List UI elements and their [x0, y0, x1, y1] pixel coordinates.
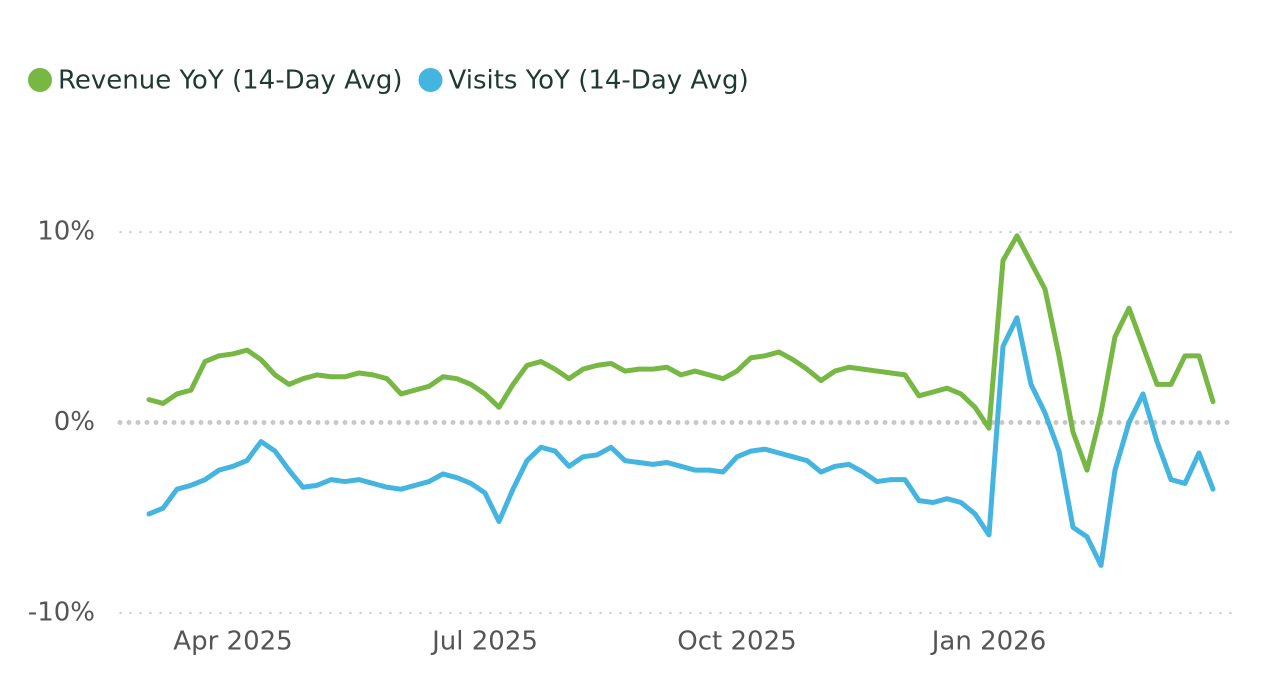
legend-marker: [418, 68, 443, 92]
x-tick-label: Apr 2025: [173, 627, 292, 657]
series-line: [146, 315, 1216, 568]
legend-marker: [28, 68, 52, 92]
legend-label: Revenue YoY (14-Day Avg): [58, 66, 403, 96]
legend-label: Visits YoY (14-Day Avg): [449, 66, 749, 96]
x-tick-label: Oct 2025: [677, 627, 796, 657]
x-tick-label: Jul 2025: [430, 627, 538, 657]
y-tick-label: -10%: [28, 598, 95, 628]
y-tick-label: 0%: [54, 407, 95, 437]
y-tick-label: 10%: [37, 217, 95, 247]
series-line: [146, 233, 1216, 473]
x-tick-label: Jan 2026: [930, 627, 1047, 657]
